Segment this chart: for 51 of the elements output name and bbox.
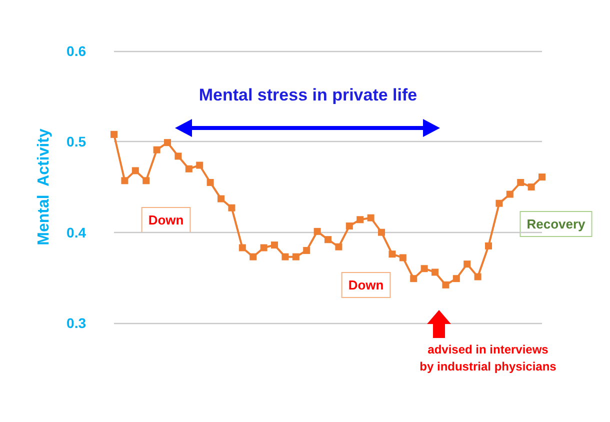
point (314, 228, 321, 235)
point (218, 195, 224, 202)
point (121, 177, 128, 184)
point (399, 254, 406, 262)
point (420, 265, 428, 272)
annotation: Recovery (526, 216, 586, 232)
y-axis-title: Mental Activity (36, 128, 52, 246)
point (378, 228, 385, 236)
point (324, 236, 332, 244)
point (474, 273, 482, 280)
point (485, 242, 492, 250)
y-tick-label: 0.6 (66, 43, 86, 59)
point (346, 222, 353, 230)
point (452, 275, 460, 282)
y-tick-label: 0.4 (66, 224, 86, 240)
annotation: Down (348, 278, 384, 292)
point (367, 214, 374, 222)
point (238, 244, 246, 252)
point (506, 190, 514, 198)
point (388, 250, 396, 258)
point (142, 177, 150, 184)
point (153, 146, 160, 154)
point (464, 260, 471, 268)
point (185, 165, 192, 172)
point (442, 281, 450, 288)
annotation: Down (148, 212, 184, 228)
point (164, 139, 171, 146)
point (110, 130, 118, 138)
point (174, 152, 182, 160)
point (282, 253, 289, 260)
point (132, 167, 139, 174)
point (292, 253, 300, 260)
point (356, 216, 364, 224)
point (228, 204, 236, 212)
annotation: Mental stress in private life (198, 86, 418, 104)
point (496, 200, 503, 207)
point (206, 178, 214, 186)
point (271, 242, 278, 249)
text: advised in interviews by industrial physicians (420, 342, 557, 374)
point (196, 162, 204, 169)
point (528, 184, 535, 190)
point (410, 275, 418, 282)
point (432, 268, 438, 276)
point (538, 174, 546, 181)
point (303, 246, 310, 254)
point (335, 243, 342, 250)
y-tick-label: 0.3 (66, 315, 86, 331)
point (260, 244, 268, 252)
y-tick-label: 0.5 (66, 134, 86, 150)
point (517, 178, 524, 186)
point (250, 253, 257, 260)
